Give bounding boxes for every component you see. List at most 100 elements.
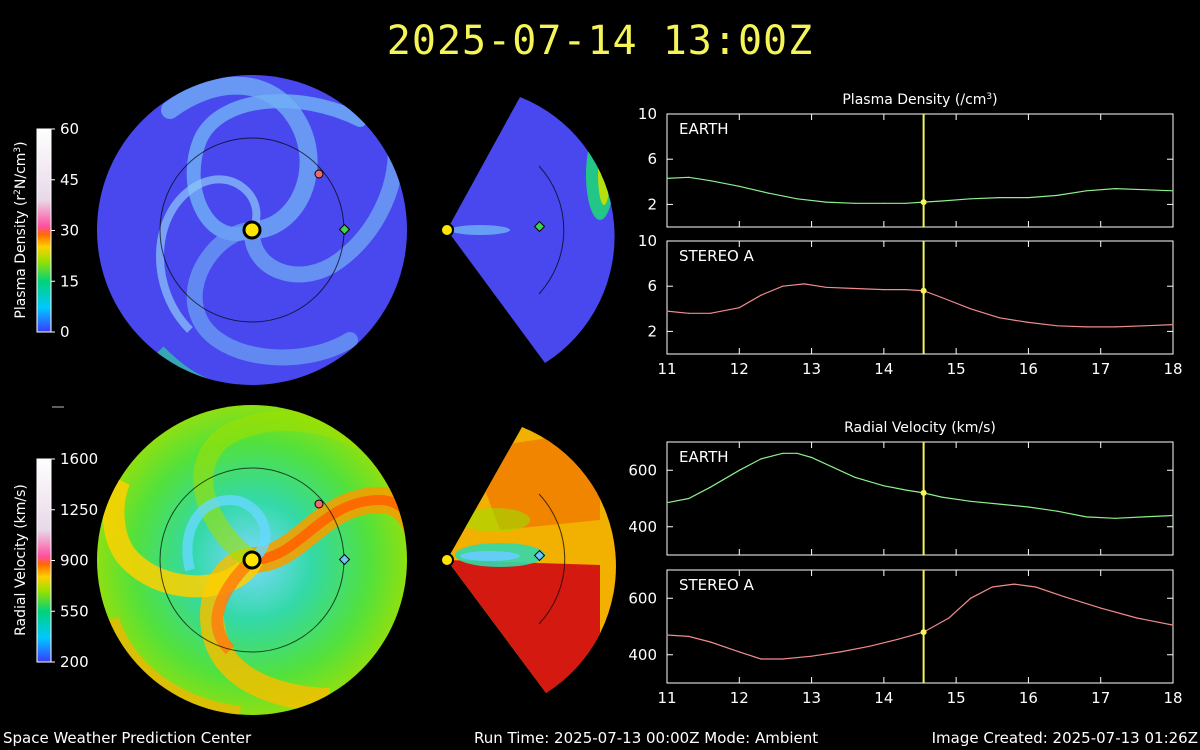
colorbar-tick-label: 1250 bbox=[60, 501, 98, 519]
data-point bbox=[738, 185, 740, 187]
density-colorbar: Plasma Density (r2N/cm3) 60 45 30 15 0 bbox=[13, 120, 79, 341]
data-point bbox=[832, 466, 834, 468]
velocity-meridional-plot bbox=[440, 427, 616, 693]
data-point bbox=[1056, 325, 1058, 327]
panel-name: STEREO A bbox=[679, 247, 755, 265]
data-point bbox=[904, 289, 907, 291]
data-point bbox=[1143, 189, 1145, 191]
data-point bbox=[883, 289, 885, 291]
data-point bbox=[970, 198, 972, 200]
velocity-chart-title: Radial Velocity (km/s) bbox=[844, 420, 996, 436]
current-value-dot bbox=[920, 199, 927, 206]
data-point bbox=[1114, 517, 1116, 519]
panel-frame bbox=[666, 240, 1174, 355]
data-point bbox=[1172, 190, 1174, 192]
earth-marker bbox=[338, 223, 351, 236]
earth-marker bbox=[533, 549, 546, 562]
velocity-colorbar: Radial Velocity (km/s) 1600 1250 900 550 200 bbox=[13, 450, 98, 671]
y-tick-label: 2 bbox=[647, 195, 657, 213]
density-meridional-plot bbox=[440, 97, 615, 363]
colorbar-tick-label: 0 bbox=[60, 323, 70, 341]
data-point bbox=[941, 496, 943, 498]
current-value-dot bbox=[920, 287, 927, 294]
series-line-earth bbox=[666, 176, 1174, 204]
x-tick-label: 12 bbox=[730, 689, 749, 707]
y-tick-label: 600 bbox=[628, 461, 657, 479]
current-value-dot bbox=[920, 489, 927, 496]
data-point bbox=[854, 287, 856, 290]
x-tick-label: 17 bbox=[1091, 689, 1110, 707]
data-point bbox=[688, 635, 690, 638]
data-point bbox=[941, 200, 943, 202]
series-line-stereo-a bbox=[666, 583, 1174, 660]
data-point bbox=[709, 486, 712, 488]
x-tick-label: 12 bbox=[730, 360, 749, 378]
data-point bbox=[970, 597, 972, 599]
data-point bbox=[666, 502, 668, 504]
data-point bbox=[897, 638, 899, 640]
x-tick-label: 18 bbox=[1163, 689, 1182, 707]
data-point bbox=[1136, 617, 1138, 619]
data-point bbox=[709, 312, 712, 314]
x-tick-label: 14 bbox=[874, 360, 893, 378]
y-tick-label: 10 bbox=[638, 105, 657, 123]
density-colorbar-label: Plasma Density (r2N/cm3) bbox=[13, 141, 29, 318]
stereo-a-marker bbox=[314, 169, 324, 179]
velocity-colorbar-ticks: 1600 1250 900 550 200 bbox=[51, 450, 98, 671]
panel-name: EARTH bbox=[679, 120, 729, 138]
y-tick-label: 400 bbox=[628, 518, 657, 536]
panel-stereo-a: 600 400 STEREO A bbox=[628, 569, 1174, 684]
data-point bbox=[709, 641, 712, 643]
density-chart-title: Plasma Density (/cm3) bbox=[842, 92, 997, 108]
data-point bbox=[688, 176, 690, 178]
footer-image-created: Image Created: 2025-07-13 01:26Z bbox=[931, 729, 1198, 747]
data-point bbox=[1114, 188, 1116, 190]
data-point bbox=[854, 476, 856, 478]
density-colorbar-ticks: 60 45 30 15 0 bbox=[51, 120, 79, 341]
series-line-earth bbox=[666, 452, 1174, 519]
velocity-ecliptic-plot bbox=[97, 405, 407, 715]
panel-earth: 10 6 2 EARTH bbox=[638, 105, 1174, 228]
timestamp-title: 2025-07-14 13:00Z bbox=[386, 18, 814, 64]
data-point bbox=[868, 645, 871, 647]
data-point bbox=[1085, 190, 1087, 192]
panel-stereo-a: 10 6 2 STEREO A bbox=[638, 232, 1174, 355]
data-point bbox=[782, 285, 784, 287]
x-tick-label: 18 bbox=[1163, 360, 1182, 378]
data-point bbox=[688, 312, 690, 314]
footer-center-name: Space Weather Prediction Center bbox=[3, 729, 252, 747]
data-point bbox=[1172, 624, 1174, 626]
x-tick-label: 16 bbox=[1019, 360, 1038, 378]
data-point bbox=[839, 651, 842, 653]
x-tick-label: 14 bbox=[874, 689, 893, 707]
data-point bbox=[1172, 514, 1174, 517]
sun-marker bbox=[440, 553, 454, 567]
data-point bbox=[760, 294, 762, 296]
data-point bbox=[666, 634, 668, 636]
data-point bbox=[970, 500, 972, 502]
data-point bbox=[991, 586, 993, 588]
data-point bbox=[767, 192, 769, 194]
data-point bbox=[1027, 197, 1029, 199]
colorbar-tick-label: 1600 bbox=[60, 450, 98, 468]
earth-marker bbox=[533, 220, 546, 233]
data-point bbox=[1085, 516, 1087, 518]
data-point bbox=[811, 456, 813, 459]
y-tick-label: 2 bbox=[647, 322, 657, 340]
panel-frame bbox=[666, 441, 1174, 556]
current-value-dot bbox=[920, 629, 927, 636]
data-point bbox=[811, 655, 813, 657]
sun-marker bbox=[440, 223, 454, 237]
data-point bbox=[1056, 194, 1058, 196]
data-point bbox=[782, 658, 784, 660]
panel-earth: 600 400 EARTH bbox=[628, 441, 1174, 556]
colorbar-tick-label: 60 bbox=[60, 120, 79, 138]
data-point bbox=[1114, 326, 1116, 328]
x-tick-label: 15 bbox=[947, 689, 966, 707]
sun-marker bbox=[242, 550, 262, 570]
colorbar-tick-label: 200 bbox=[60, 653, 89, 671]
data-point bbox=[998, 503, 1001, 505]
x-tick-label: 16 bbox=[1019, 689, 1038, 707]
colorbar-tick-label: 45 bbox=[60, 171, 79, 189]
data-point bbox=[904, 202, 907, 204]
